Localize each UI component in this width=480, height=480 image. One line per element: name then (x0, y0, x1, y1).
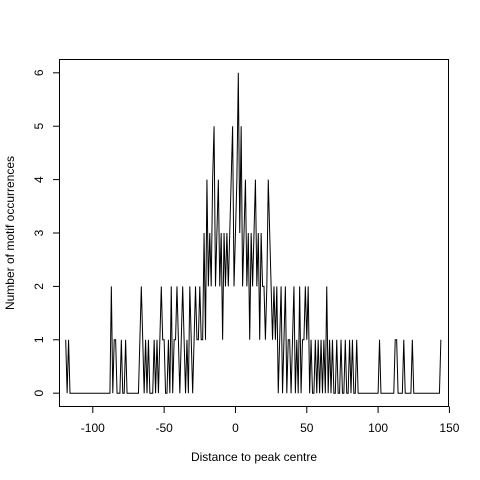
series-line (65, 72, 442, 394)
x-ticks: -100 -50 0 50 100 150 (81, 406, 460, 435)
x-tick-label: -100 (81, 421, 105, 435)
x-tick-label: 0 (232, 421, 239, 435)
y-ticks: 0 1 2 3 4 5 6 (32, 69, 60, 397)
x-tick-label: 100 (368, 421, 388, 435)
x-tick-label: -50 (155, 421, 173, 435)
y-tick-label: 0 (32, 390, 46, 397)
y-tick-label: 1 (32, 336, 46, 343)
y-axis-label: Number of motif occurrences (3, 156, 17, 310)
x-axis-label: Distance to peak centre (191, 450, 317, 464)
y-tick-label: 6 (32, 69, 46, 76)
x-tick-label: 150 (439, 421, 459, 435)
y-tick-label: 2 (32, 283, 46, 290)
y-tick-label: 3 (32, 229, 46, 236)
x-tick-label: 50 (300, 421, 314, 435)
y-tick-label: 4 (32, 176, 46, 183)
y-tick-label: 5 (32, 123, 46, 130)
